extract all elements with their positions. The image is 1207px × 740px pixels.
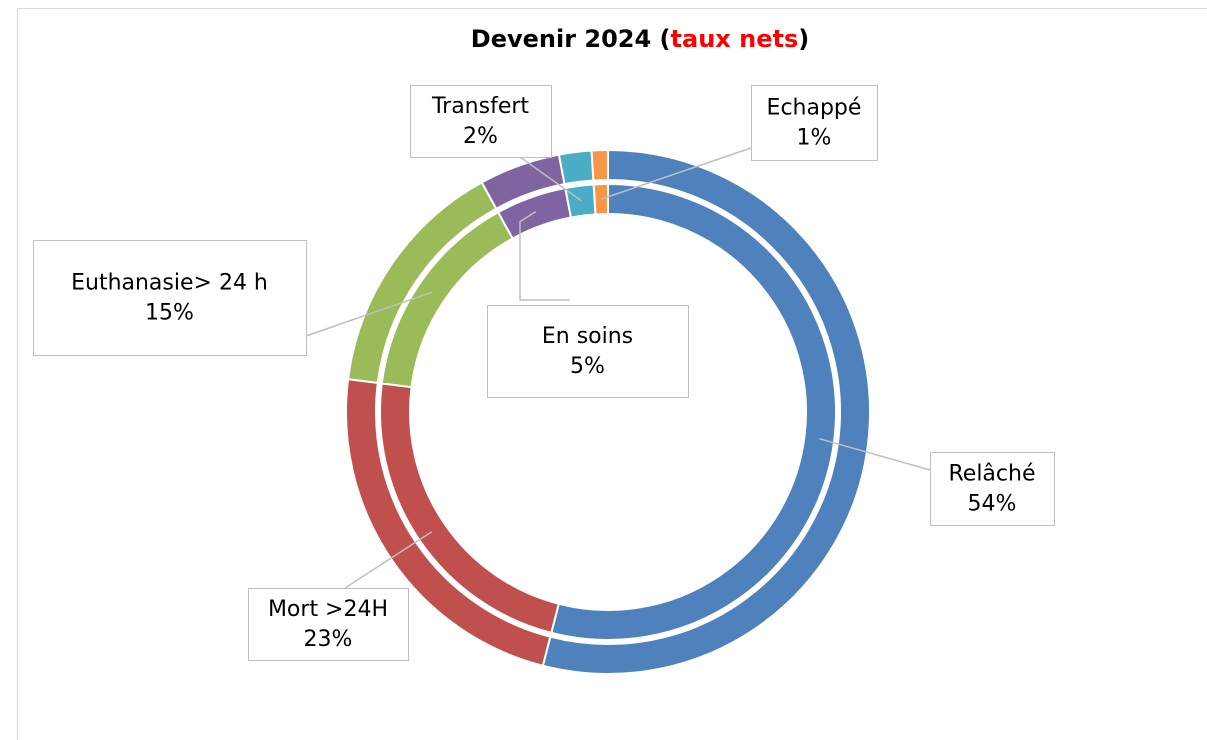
category-label: En soins bbox=[542, 324, 633, 349]
leader-line bbox=[601, 147, 752, 200]
label-box bbox=[248, 588, 409, 661]
value-label: 1% bbox=[797, 126, 832, 151]
label-box bbox=[487, 305, 689, 398]
category-label: Echappé bbox=[767, 96, 862, 121]
value-label: 23% bbox=[304, 627, 353, 652]
value-label: 2% bbox=[463, 124, 498, 149]
title-part: Devenir 2024 ( bbox=[471, 25, 671, 53]
label-box bbox=[751, 85, 878, 161]
leader-line bbox=[519, 156, 582, 202]
leader-line bbox=[305, 291, 433, 337]
value-label: 5% bbox=[570, 354, 605, 379]
category-label: Transfert bbox=[431, 94, 529, 119]
category-label: Euthanasie> 24 h bbox=[71, 271, 268, 296]
leader-line bbox=[819, 437, 931, 471]
label-box bbox=[930, 452, 1055, 526]
donut-segment bbox=[590, 148, 609, 182]
donut-segment bbox=[557, 149, 595, 186]
leader-line bbox=[519, 210, 570, 301]
leader-line bbox=[344, 531, 433, 589]
category-label: Relâché bbox=[948, 462, 1035, 487]
chart-title: Devenir 2024 (taux nets) bbox=[471, 25, 809, 53]
title-part: taux nets bbox=[671, 25, 799, 53]
value-label: 15% bbox=[145, 301, 194, 326]
donut-segment bbox=[564, 183, 597, 219]
label-box bbox=[410, 85, 552, 158]
title-part: ) bbox=[798, 25, 809, 53]
value-label: 54% bbox=[968, 492, 1017, 517]
label-box bbox=[33, 240, 307, 356]
category-label: Mort >24H bbox=[268, 597, 388, 622]
donut-segment bbox=[592, 182, 609, 216]
